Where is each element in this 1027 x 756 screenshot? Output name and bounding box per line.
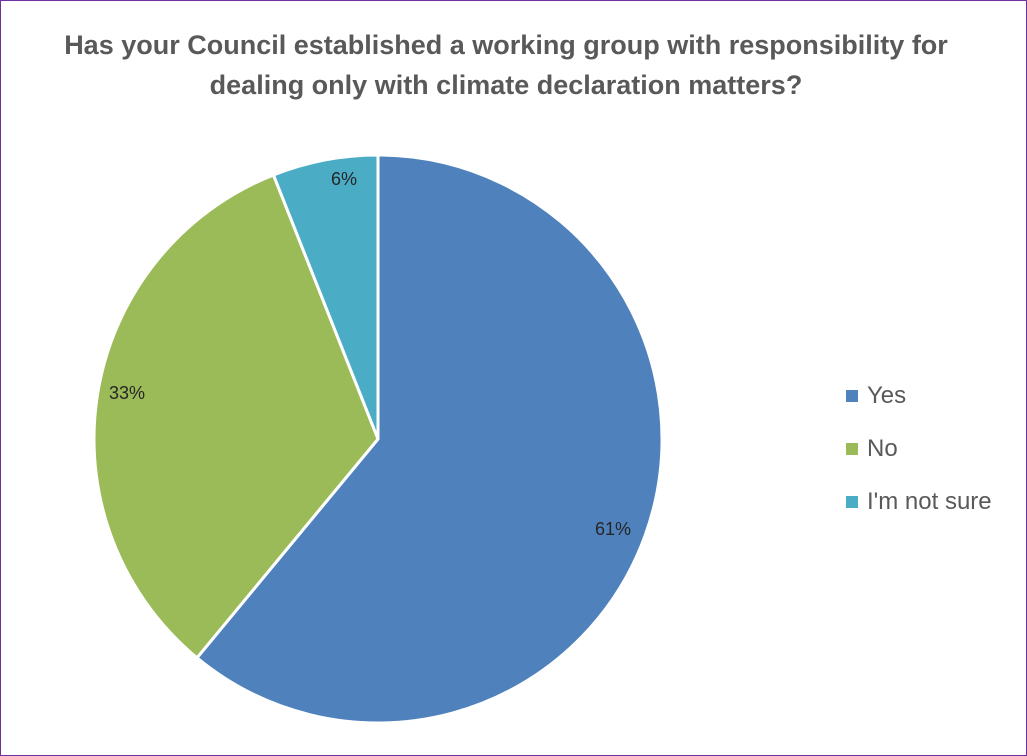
legend-item-no: No [846, 422, 992, 475]
pie-slice-i-m-not-sure [271, 153, 380, 441]
chart-legend: Yes No I'm not sure [846, 369, 992, 528]
pie-slice-no [92, 173, 380, 660]
data-label-i-m-not-sure: 6% [331, 169, 357, 189]
legend-swatch-i-m-not-sure [846, 495, 858, 508]
data-label-yes: 61% [595, 519, 631, 539]
chart-title-line-1: Has your Council established a working g… [64, 30, 948, 60]
legend-item-i-m-not-sure: I'm not sure [846, 475, 992, 528]
legend-item-yes: Yes [846, 369, 992, 422]
legend-label-no: No [867, 434, 898, 462]
legend-label-i-m-not-sure: I'm not sure [867, 487, 992, 515]
data-label-no: 33% [109, 383, 145, 403]
legend-swatch-no [846, 442, 858, 455]
chart-title-line-2: dealing only with climate declaration ma… [209, 70, 803, 100]
legend-swatch-yes [846, 389, 858, 402]
pie-slice-yes [195, 153, 664, 725]
chart-title: Has your Council established a working g… [41, 25, 971, 105]
legend-label-yes: Yes [867, 381, 907, 409]
